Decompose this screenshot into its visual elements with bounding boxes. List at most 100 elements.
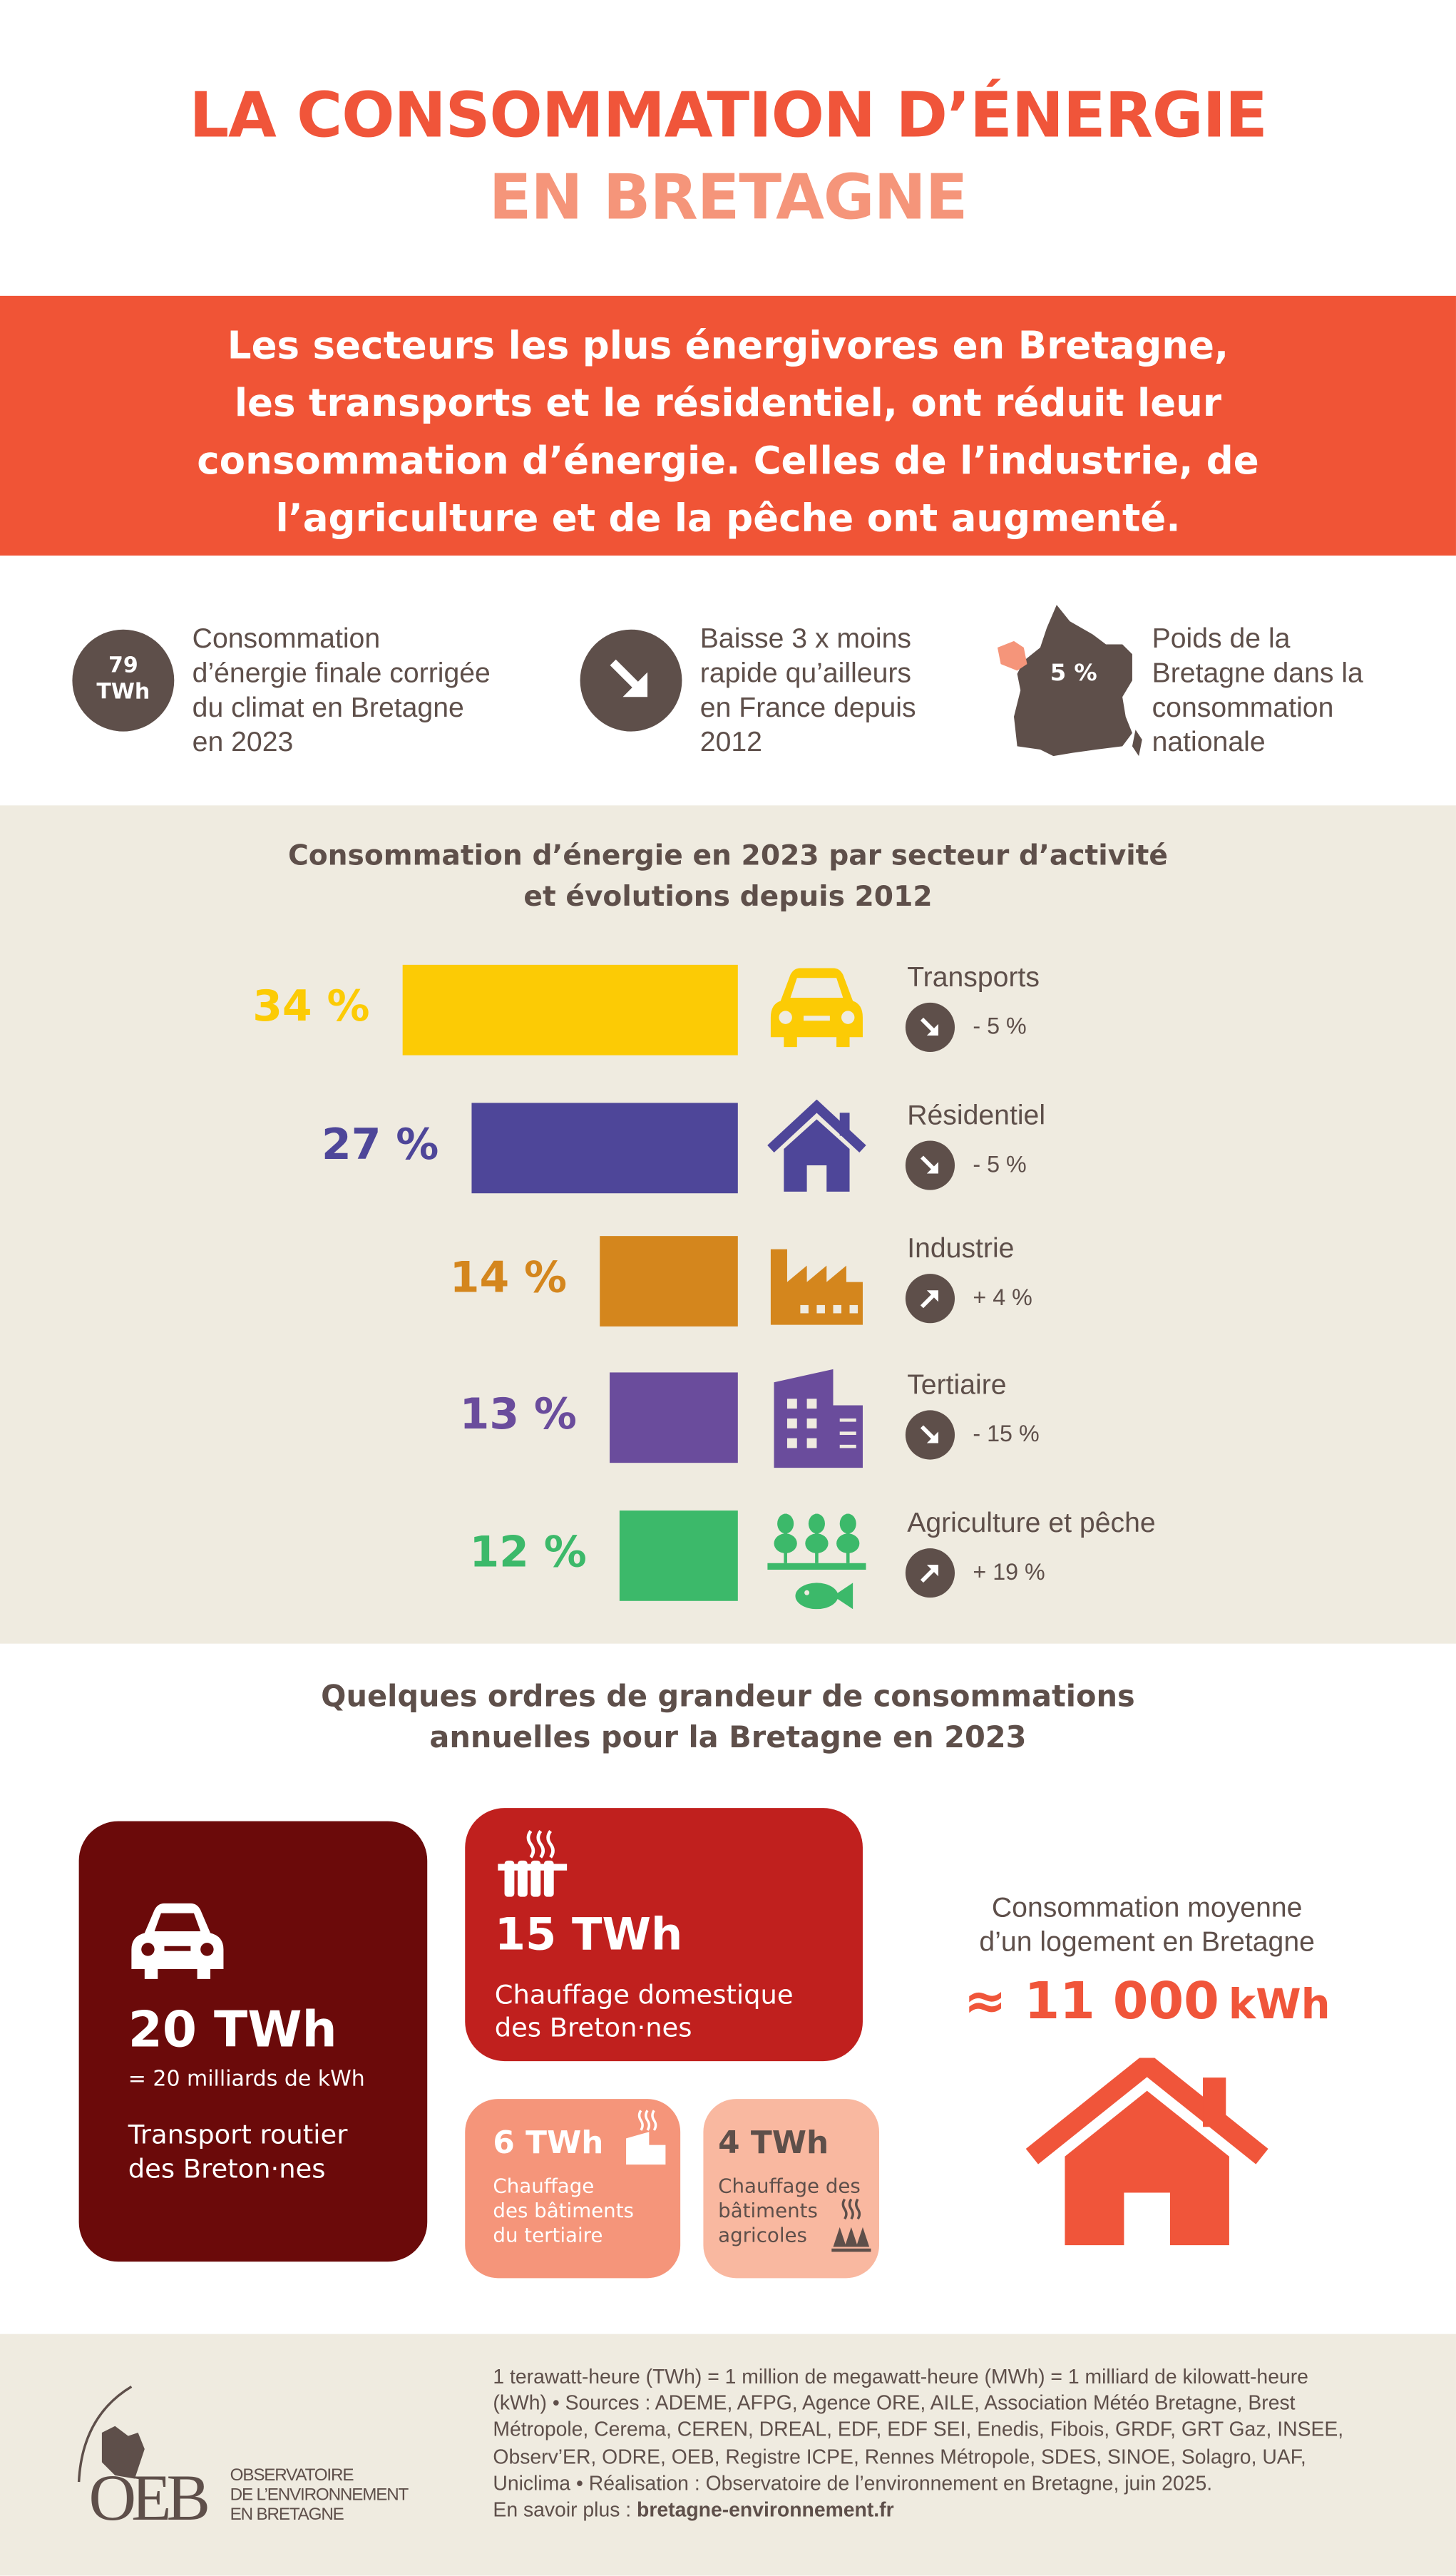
twh-badge: 79 TWh: [72, 629, 175, 732]
label-line: Chauffage domestique: [494, 1978, 794, 2010]
sector-name: Transports: [907, 961, 1040, 993]
footer-line: 1 terawatt-heure (TWh) = 1 million de me…: [493, 2365, 1308, 2388]
stat-line: Poids de la: [1152, 623, 1291, 655]
sector-change: - 15 %: [973, 1420, 1040, 1447]
logo-name: OBSERVATOIRE DE L’ENVIRONNEMENT EN BRETAGN…: [230, 2465, 409, 2525]
stat-line: en France depuis: [699, 692, 916, 724]
sector-change: - 5 %: [973, 1012, 1027, 1039]
stat-line: d’énergie finale corrigée: [192, 657, 491, 689]
more-label: En savoir plus :: [493, 2498, 637, 2522]
bar-value-label: 12 %: [469, 1528, 587, 1578]
label-line: des bâtiments: [493, 2199, 634, 2222]
banner-line: consommation d’énergie. Celles de l’indu…: [197, 440, 1259, 484]
agri-value: 4 TWh: [718, 2125, 829, 2162]
arrow-down-right-icon: [905, 1140, 955, 1190]
label-line: bâtiments: [718, 2199, 818, 2222]
transport-box: 20 TWh = 20 milliards de kWh Transport r…: [78, 1821, 428, 2262]
stat-share: Poids de la Bretagne dans la consommation n…: [1152, 621, 1363, 760]
orders-title: Quelques ordres de grandeur de consommat…: [321, 1680, 1135, 1714]
transport-value: 20 TWh: [128, 2002, 337, 2060]
footer-notes: 1 terawatt-heure (TWh) = 1 million de me…: [493, 2363, 1343, 2523]
stat-line: en 2023: [192, 726, 294, 758]
sector-name: Agriculture et pêche: [907, 1507, 1156, 1539]
stat-line: consommation: [1152, 692, 1334, 724]
label-line: Chauffage des: [718, 2174, 861, 2198]
sector-name: Résidentiel: [907, 1099, 1046, 1131]
badge-unit: TWh: [96, 680, 150, 705]
label-line: du tertiaire: [493, 2224, 603, 2247]
stat-line: Baisse 3 x moins: [699, 623, 911, 655]
sector-name: Industrie: [907, 1232, 1015, 1264]
radiator-icon: [498, 1830, 568, 1897]
logo-acronym: OEB: [88, 2460, 210, 2535]
bar-value-label: 13 %: [459, 1390, 577, 1440]
label-line: Chauffage: [493, 2174, 595, 2198]
summary-banner: Les secteurs les plus énergivores en Bre…: [0, 295, 1456, 556]
stat-consumption: Consommation d’énergie finale corrigée du …: [193, 621, 491, 760]
factory-icon: [767, 1233, 866, 1341]
sector-change: - 5 %: [973, 1150, 1027, 1177]
tertiary-label: Chauffage des bâtiments du tertiaire: [493, 2174, 634, 2249]
footer: [0, 2334, 1456, 2576]
bar-r-sidentiel: [471, 1103, 738, 1194]
share-badge: 5 %: [1050, 660, 1097, 688]
sector-chart-section: [0, 805, 1456, 1644]
bar-value-label: 34 %: [252, 983, 370, 1033]
home-value-number: ≈ 11 000: [963, 1972, 1219, 2032]
logo-line: OBSERVATOIRE: [230, 2465, 354, 2485]
office-building-icon: [767, 1369, 866, 1478]
stat-line: rapide qu’ailleurs: [699, 657, 912, 689]
agri-label: Chauffage des bâtiments agricoles: [718, 2174, 861, 2249]
transport-label: Transport routier des Breton·nes: [128, 2117, 348, 2186]
agri-box: 4 TWh Chauffage des bâtiments agricoles: [703, 2099, 880, 2279]
footer-line: Observ’ER, ODRE, OEB, Registre ICPE, Ren…: [493, 2445, 1306, 2468]
title-line2: EN BRETAGNE: [488, 160, 968, 234]
house-icon: [1025, 2058, 1268, 2246]
france-map-icon: 5 %: [991, 598, 1147, 762]
arrow-down-right-icon: [580, 629, 682, 732]
orders-subtitle: annuelles pour la Bretagne en 2023: [429, 1721, 1027, 1756]
sector-change: + 4 %: [973, 1283, 1032, 1310]
stat-line: Consommation: [192, 623, 381, 655]
home-value-unit: kWh: [1228, 1980, 1331, 2028]
arrow-up-right-icon: [905, 1274, 955, 1324]
transport-sub: = 20 milliards de kWh: [128, 2068, 365, 2092]
domestic-label: Chauffage domestique des Breton·nes: [495, 1979, 794, 2045]
stat-line: du climat en Bretagne: [192, 692, 464, 724]
badge-value: 79: [108, 654, 138, 679]
more-info: En savoir plus : bretagne-environnement.…: [493, 2497, 1343, 2523]
logo-line: DE L’ENVIRONNEMENT: [230, 2485, 409, 2505]
banner-line: Les secteurs les plus énergivores en Bre…: [227, 325, 1229, 369]
banner-line: les transports et le résidentiel, ont ré…: [234, 382, 1222, 426]
sector-name: Tertiaire: [907, 1369, 1007, 1401]
banner-line: l’agriculture et de la pêche ont augment…: [275, 498, 1181, 541]
website-link[interactable]: bretagne-environnement.fr: [637, 2498, 894, 2522]
arrow-up-right-icon: [905, 1548, 955, 1598]
bar-value-label: 27 %: [322, 1120, 439, 1170]
crops-fish-icon: [767, 1507, 866, 1615]
domestic-box: 15 TWh Chauffage domestique des Breton·ne…: [465, 1808, 863, 2062]
tertiary-value: 6 TWh: [493, 2125, 604, 2162]
label-line: Transport routier: [128, 2118, 348, 2150]
title-line1: LA CONSOMMATION D’ÉNERGIE: [189, 78, 1267, 152]
bar-industrie: [600, 1236, 738, 1327]
tertiary-box: 6 TWh Chauffage des bâtiments du tertiaire: [465, 2099, 681, 2279]
stat-line: Bretagne dans la: [1152, 657, 1363, 689]
home-value: ≈ 11 000 kWh: [921, 1973, 1374, 2032]
arrow-down-right-icon: [905, 1410, 955, 1460]
home-label: Consommation moyenne d’un logement en Bre…: [921, 1890, 1374, 1959]
label-line: d’un logement en Bretagne: [979, 1926, 1315, 1958]
office-heat-icon: [626, 2110, 666, 2165]
bar-agriculture-et-p-che: [619, 1511, 738, 1601]
greenhouse-heat-icon: [831, 2198, 871, 2252]
brittany-logo-icon: [77, 2385, 145, 2483]
footer-line: Uniclima • Réalisation : Observatoire de…: [493, 2471, 1213, 2495]
label-line: Consommation moyenne: [991, 1891, 1303, 1923]
chart-subtitle: et évolutions depuis 2012: [523, 881, 933, 914]
domestic-value: 15 TWh: [494, 1910, 683, 1961]
sector-change: + 19 %: [973, 1558, 1045, 1585]
bar-value-label: 14 %: [449, 1254, 568, 1304]
arrow-down-right-icon: [905, 1002, 955, 1053]
label-line: agricoles: [718, 2224, 807, 2247]
bar-tertiaire: [610, 1372, 738, 1463]
